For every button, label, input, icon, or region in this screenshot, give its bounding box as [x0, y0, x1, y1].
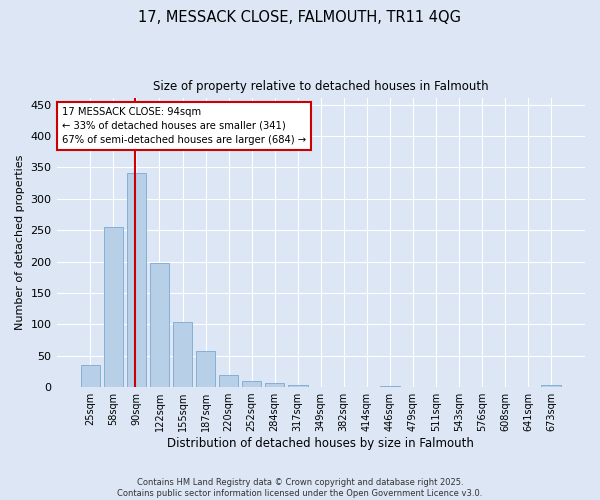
Bar [173, 322, 193, 387]
Bar [242, 381, 262, 387]
Bar [288, 384, 308, 387]
Bar [219, 375, 238, 387]
Text: Contains HM Land Registry data © Crown copyright and database right 2025.
Contai: Contains HM Land Registry data © Crown c… [118, 478, 482, 498]
Bar [127, 173, 146, 387]
Y-axis label: Number of detached properties: Number of detached properties [15, 155, 25, 330]
Bar [104, 227, 123, 387]
Bar [265, 382, 284, 387]
Bar [196, 352, 215, 387]
Title: Size of property relative to detached houses in Falmouth: Size of property relative to detached ho… [153, 80, 488, 93]
Bar [149, 263, 169, 387]
Text: 17 MESSACK CLOSE: 94sqm
← 33% of detached houses are smaller (341)
67% of semi-d: 17 MESSACK CLOSE: 94sqm ← 33% of detache… [62, 107, 306, 145]
Bar [541, 385, 561, 387]
Bar [80, 365, 100, 387]
Bar [380, 386, 400, 387]
X-axis label: Distribution of detached houses by size in Falmouth: Distribution of detached houses by size … [167, 437, 474, 450]
Text: 17, MESSACK CLOSE, FALMOUTH, TR11 4QG: 17, MESSACK CLOSE, FALMOUTH, TR11 4QG [139, 10, 461, 25]
